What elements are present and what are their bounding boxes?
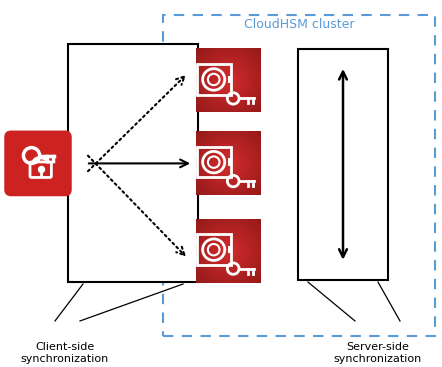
- Bar: [197, 147, 231, 177]
- Bar: [298, 49, 388, 280]
- Text: Server-side
synchronization: Server-side synchronization: [334, 342, 422, 364]
- Bar: [197, 235, 231, 265]
- Bar: [194, 69, 197, 75]
- Bar: [68, 44, 198, 282]
- Text: Client-side
synchronization: Client-side synchronization: [21, 342, 109, 364]
- Bar: [228, 246, 231, 254]
- Bar: [228, 76, 231, 83]
- Bar: [194, 255, 197, 260]
- Bar: [194, 240, 197, 245]
- FancyBboxPatch shape: [6, 132, 70, 195]
- Bar: [194, 167, 197, 172]
- Bar: [163, 15, 435, 335]
- Bar: [194, 84, 197, 90]
- Bar: [197, 64, 231, 95]
- Bar: [194, 152, 197, 157]
- Bar: [228, 158, 231, 166]
- Text: CloudHSM cluster: CloudHSM cluster: [244, 18, 354, 32]
